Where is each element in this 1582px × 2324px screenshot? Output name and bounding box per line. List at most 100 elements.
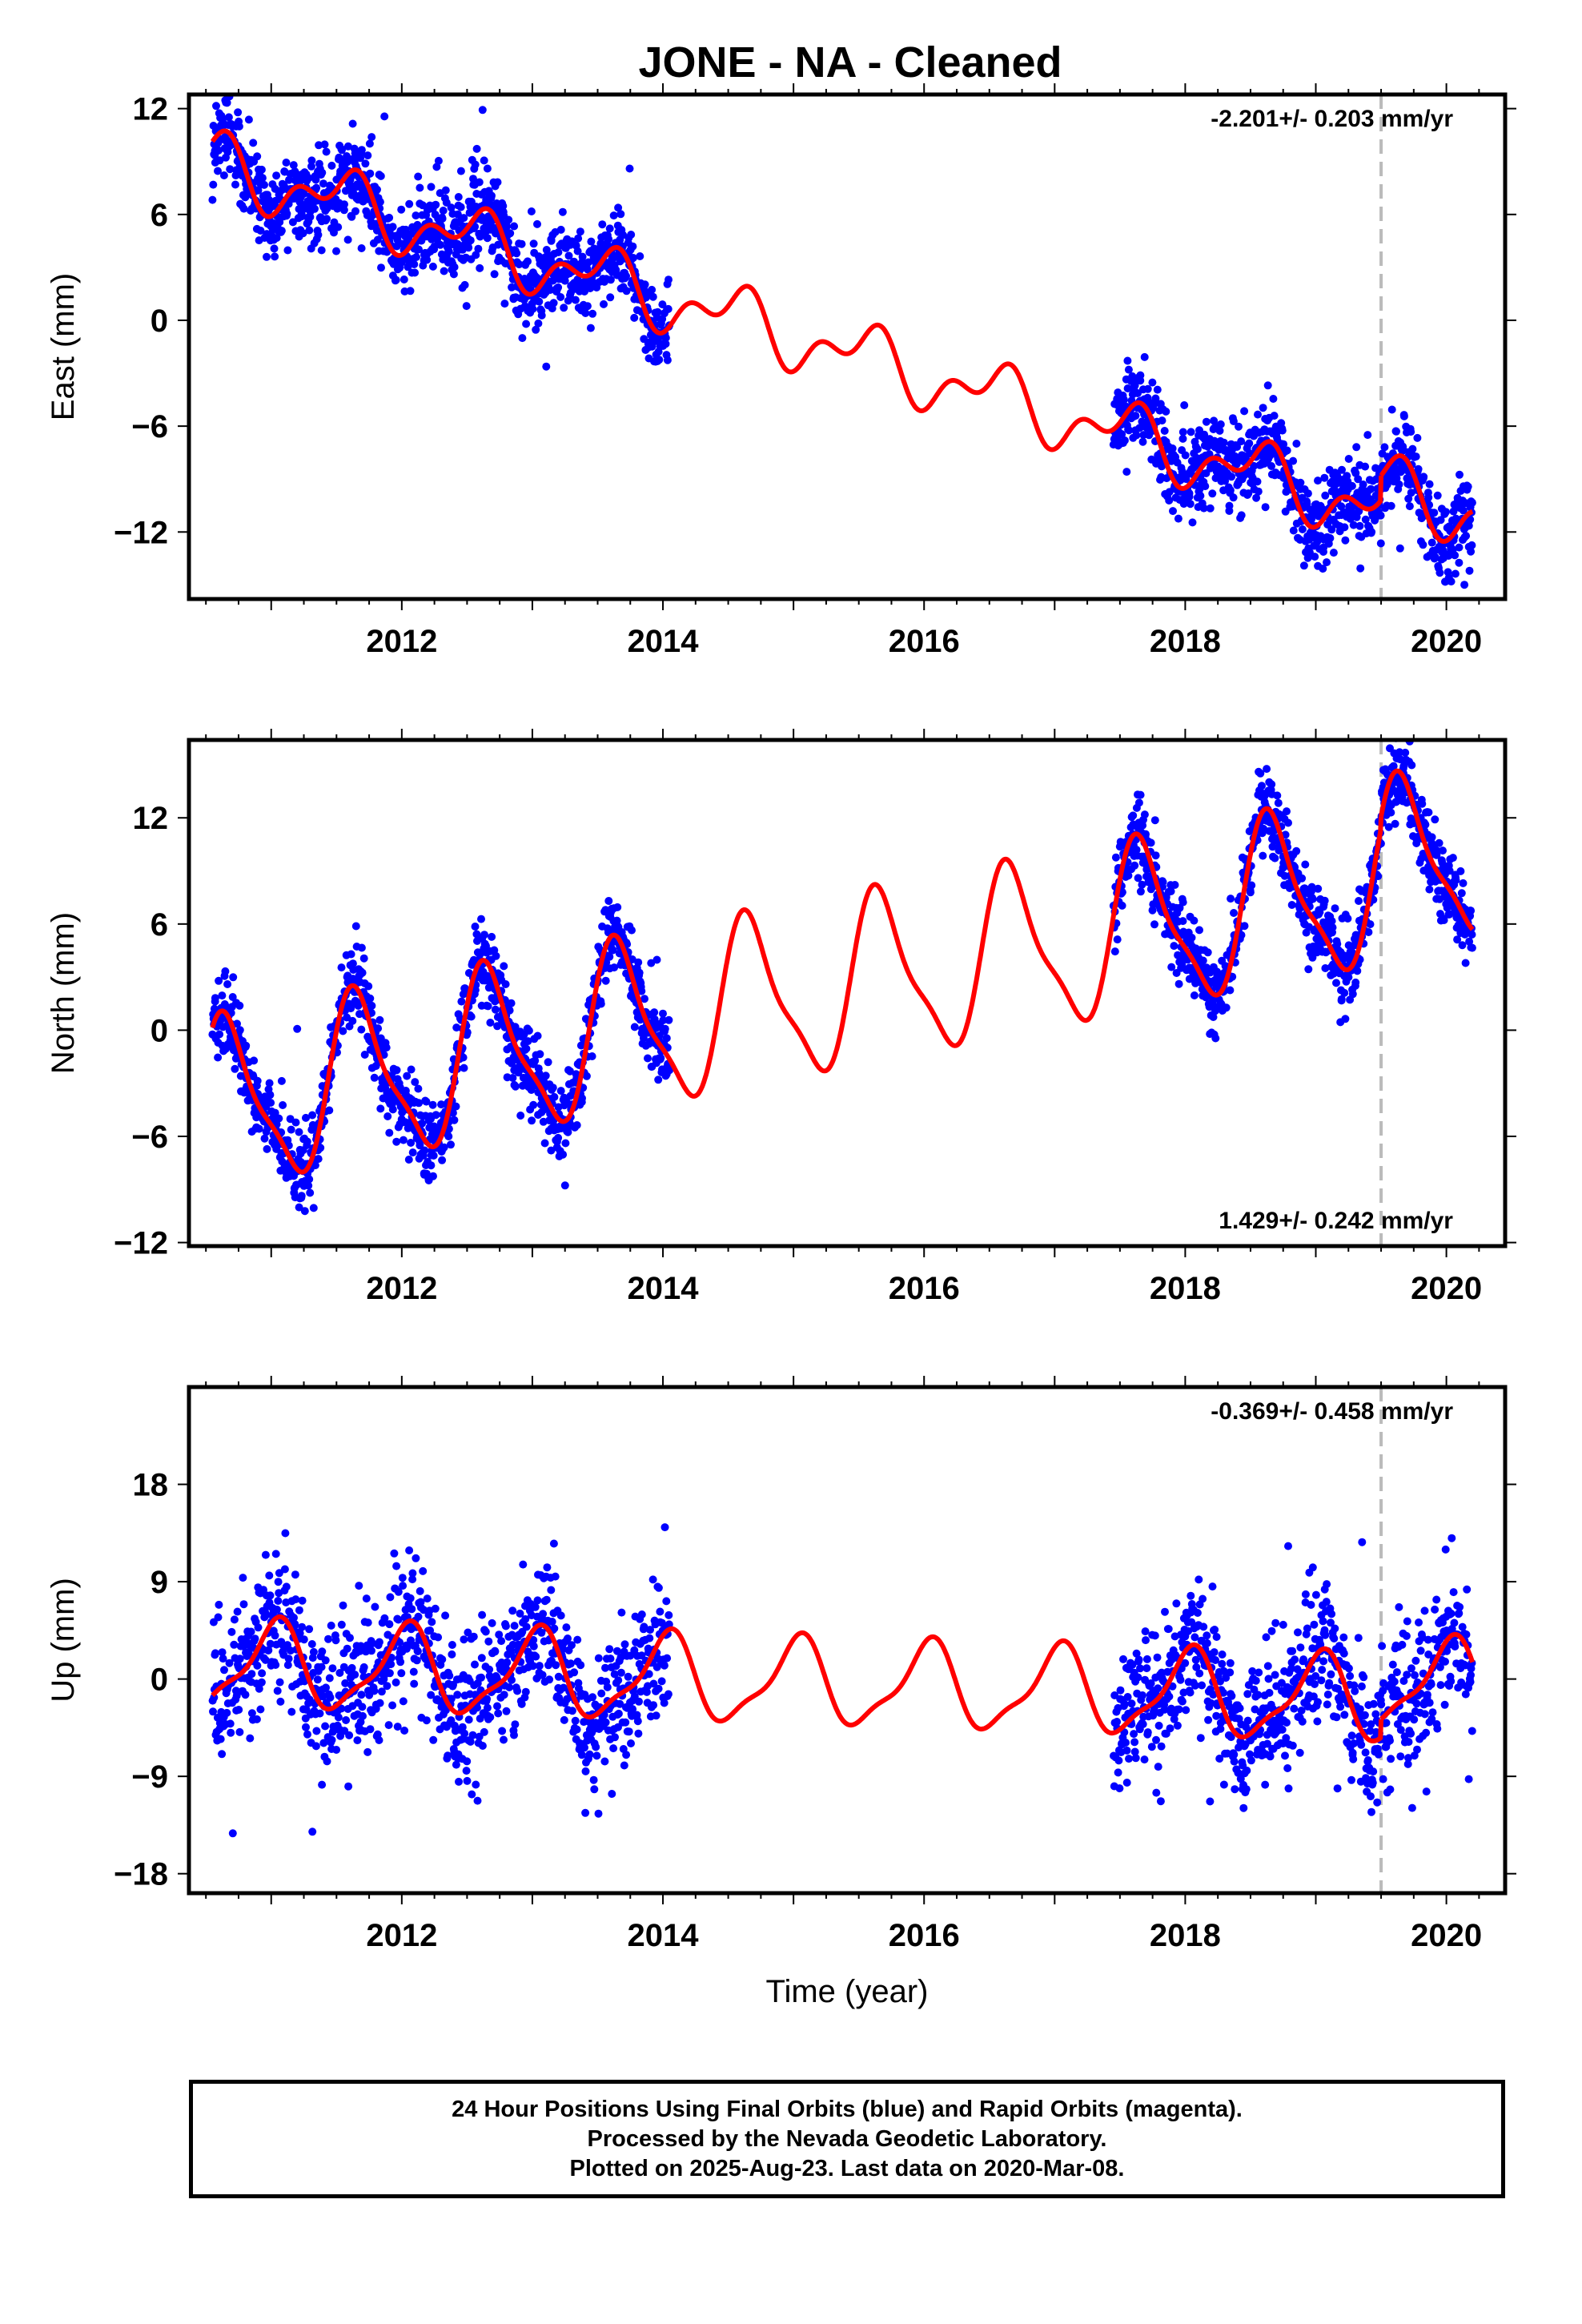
data-point — [449, 270, 458, 279]
data-point — [297, 1192, 306, 1200]
data-point — [1320, 473, 1329, 482]
rate-annotation: -2.201+/- 0.203 mm/yr — [1211, 106, 1453, 132]
data-point — [1120, 436, 1129, 444]
data-point — [399, 1136, 408, 1144]
data-point — [1254, 487, 1263, 496]
data-point — [305, 226, 314, 235]
data-point — [1329, 549, 1338, 557]
data-point — [307, 156, 316, 165]
data-point — [536, 1050, 544, 1059]
data-point — [323, 215, 331, 223]
data-point — [1185, 493, 1194, 501]
data-point — [388, 1701, 397, 1710]
data-point — [1140, 810, 1149, 819]
data-point — [1267, 780, 1276, 789]
data-point — [298, 1596, 307, 1605]
data-point — [578, 1094, 586, 1103]
data-point — [1131, 412, 1140, 420]
data-point — [510, 222, 519, 231]
data-point — [302, 1113, 310, 1122]
data-point — [1468, 931, 1476, 939]
data-point — [1451, 551, 1460, 560]
data-point — [1186, 428, 1195, 436]
data-point — [1267, 462, 1275, 470]
data-point — [559, 1150, 568, 1159]
data-point — [1338, 465, 1346, 474]
data-point — [527, 207, 536, 215]
data-point — [1158, 878, 1167, 887]
data-point — [321, 1722, 330, 1731]
data-point — [652, 955, 661, 964]
data-point — [630, 313, 639, 322]
data-point — [510, 1731, 518, 1739]
data-point — [528, 304, 537, 313]
y-tick-label: 6 — [151, 907, 168, 943]
data-point — [284, 1655, 293, 1663]
data-point — [1162, 407, 1170, 416]
data-point — [272, 171, 281, 180]
data-point — [231, 71, 239, 79]
data-point — [261, 1550, 270, 1559]
data-point — [280, 1565, 289, 1574]
data-point — [348, 1016, 357, 1025]
data-point — [448, 1650, 456, 1659]
data-point — [491, 1005, 500, 1014]
data-point — [1352, 513, 1361, 521]
data-point — [1233, 443, 1242, 451]
data-point — [313, 1675, 322, 1684]
data-point — [375, 198, 384, 207]
data-point — [1232, 460, 1241, 468]
data-point — [405, 1546, 414, 1554]
data-point — [285, 175, 293, 184]
data-point — [220, 1666, 228, 1675]
data-point — [429, 1152, 438, 1160]
data-point — [636, 252, 644, 260]
data-point — [1425, 885, 1434, 894]
data-point — [376, 1104, 385, 1113]
data-point — [255, 1124, 263, 1133]
data-point — [303, 1730, 311, 1739]
data-point — [383, 1682, 391, 1691]
data-point — [367, 1647, 375, 1655]
data-point — [1435, 838, 1443, 847]
data-point — [596, 999, 605, 1008]
data-point — [475, 178, 484, 187]
data-point — [534, 319, 543, 328]
data-point — [460, 1635, 468, 1644]
data-point — [283, 209, 291, 218]
data-point — [1190, 991, 1199, 999]
data-point — [418, 201, 427, 210]
data-point — [1387, 808, 1395, 817]
data-point — [1169, 507, 1177, 516]
data-point — [1353, 967, 1362, 975]
data-point — [1465, 566, 1474, 575]
data-point — [476, 263, 484, 272]
y-tick-label: −12 — [114, 1226, 168, 1261]
data-point — [1407, 761, 1416, 770]
data-point — [406, 1594, 415, 1602]
data-point — [359, 1663, 368, 1671]
data-point — [288, 218, 297, 227]
data-point — [598, 220, 607, 229]
data-point — [414, 172, 423, 181]
data-point — [412, 253, 420, 261]
y-tick-label: −6 — [131, 1120, 168, 1155]
data-point — [1456, 866, 1465, 875]
data-point — [1411, 452, 1420, 461]
data-point — [409, 1667, 418, 1676]
data-point — [397, 1669, 406, 1678]
data-point — [411, 268, 420, 277]
data-point — [398, 1574, 407, 1582]
data-point — [504, 215, 513, 224]
data-point — [275, 1114, 283, 1123]
data-point — [239, 1574, 247, 1582]
data-point — [622, 287, 631, 296]
data-point — [321, 1656, 330, 1665]
x-tick-label: 2016 — [889, 624, 960, 659]
data-point — [1323, 558, 1331, 567]
x-tick-label: 2020 — [1411, 1271, 1482, 1306]
data-point — [1431, 553, 1439, 561]
data-point — [515, 260, 524, 269]
y-tick-label: 6 — [151, 198, 168, 233]
